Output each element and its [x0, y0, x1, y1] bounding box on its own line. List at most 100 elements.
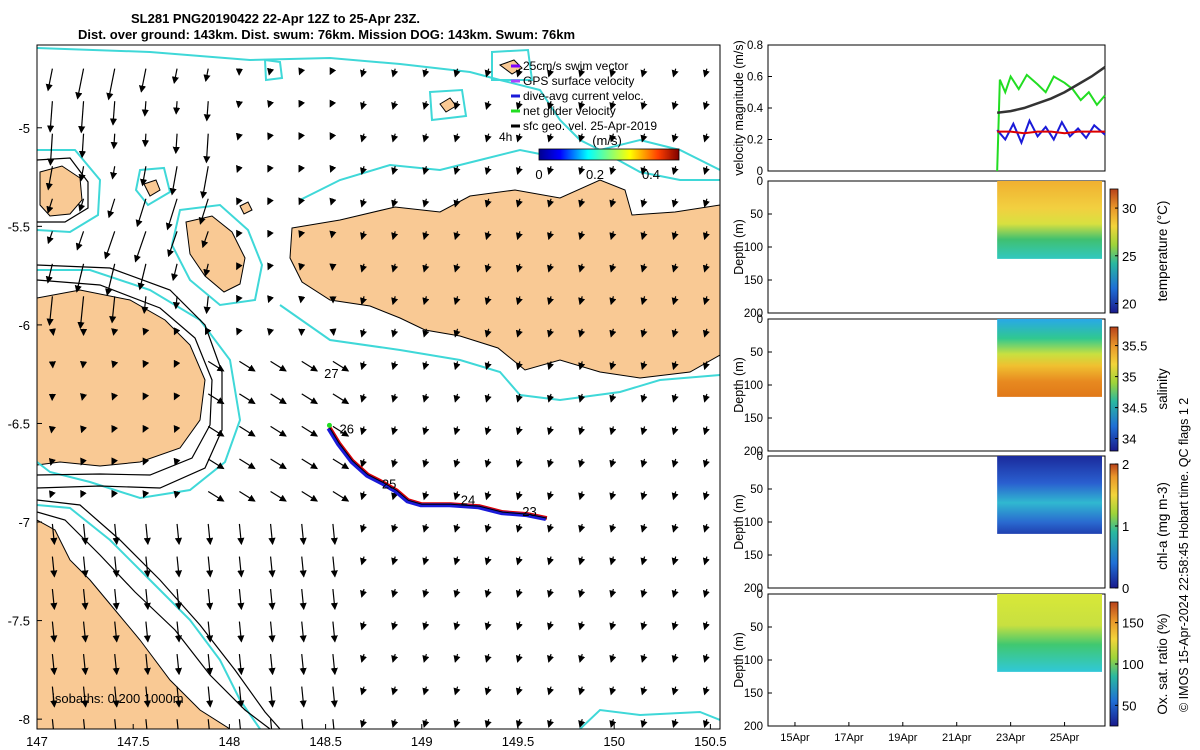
depth-tick-label: 0 [757, 176, 763, 188]
velocity-vector-arrow [142, 490, 150, 499]
velocity-vector-arrow [422, 686, 430, 696]
velocity-vector-arrow [360, 718, 367, 728]
map-xtick-label: 148 [219, 734, 241, 749]
depth-tick-label: 150 [744, 413, 763, 425]
velocity-vector-arrow [143, 556, 151, 578]
velocity-vector-arrow [111, 328, 119, 336]
section-colorbar [1109, 188, 1119, 314]
velocity-vector-arrow [173, 392, 181, 401]
chart-title-line-1: SL281 PNG20190422 22-Apr 12Z to 25-Apr 2… [131, 11, 421, 26]
velocity-vector-arrow [109, 296, 117, 324]
velocity-vector-arrow [171, 68, 179, 84]
velocity-vector-arrow [299, 621, 307, 643]
velocity-vector-arrow [453, 198, 461, 208]
velocity-vector-arrow [609, 68, 617, 78]
velocity-vector-arrow [640, 393, 648, 403]
velocity-vector-arrow [671, 133, 679, 143]
velocity-vector-arrow [81, 621, 89, 643]
velocity-vector-arrow [515, 198, 523, 208]
velocity-vector-arrow [169, 166, 178, 196]
velocity-vector-arrow [75, 68, 85, 100]
velocity-vector-arrow [142, 359, 150, 368]
day-label: 27 [324, 366, 338, 381]
surface-velocity-vectors [45, 67, 710, 729]
legend-label: dive-avg current veloc. [523, 89, 644, 103]
velocity-vector-arrow [203, 263, 211, 277]
velocity-vector-arrow [391, 198, 399, 208]
velocity-vector-arrow [453, 458, 461, 468]
velocity-ytick-label: 0.6 [747, 72, 763, 84]
velocity-vector-arrow [547, 263, 554, 273]
velocity-vector-arrow [207, 360, 225, 372]
velocity-vector-arrow [391, 588, 399, 598]
colorbar-tick-label: 0.4 [642, 167, 660, 182]
velocity-vector-arrow [484, 133, 492, 143]
velocity-vector-arrow [50, 523, 58, 546]
colorbar-tick-label: 35.5 [1122, 339, 1147, 354]
velocity-vector-arrow [111, 489, 118, 498]
velocity-vector-arrow [609, 621, 617, 631]
velocity-ytick-label: 0.2 [747, 135, 763, 147]
velocity-vector-arrow [391, 458, 399, 468]
velocity-vector-arrow [702, 68, 710, 78]
colorbar-tick-label: 0 [535, 167, 542, 182]
depth-panel-chl-a: Depth (m) 0 50 100 150 200 0 1 2 chl-a (mg m-3) [732, 451, 1170, 596]
velocity-vector-arrow [142, 327, 150, 336]
velocity-vector-arrow [422, 393, 430, 403]
velocity-vector-arrow [422, 556, 430, 566]
velocity-vector-arrow [422, 101, 430, 110]
velocity-vector-arrow [391, 523, 399, 533]
velocity-ytick-label: 0.8 [747, 40, 763, 52]
velocity-vector-arrow [484, 296, 492, 306]
velocity-vector-arrow [112, 523, 120, 546]
velocity-vector-arrow [207, 393, 225, 405]
velocity-vector-arrow [81, 523, 89, 546]
velocity-vector-arrow [330, 523, 338, 546]
velocity-vector-arrow [515, 133, 523, 143]
velocity-vector-arrow [237, 588, 245, 611]
velocity-vector-arrow [270, 425, 287, 437]
velocity-vector-arrow [112, 654, 120, 676]
velocity-vector-arrow [515, 166, 523, 176]
velocity-vector-arrow [578, 556, 586, 566]
velocity-vector-arrow [547, 718, 554, 728]
velocity-vector-arrow [298, 295, 306, 304]
velocity-vector-arrow [422, 296, 430, 306]
map-xtick-label: 147 [26, 734, 48, 749]
legend-label: GPS surface velocity [523, 74, 634, 88]
velocity-vector-arrow [578, 231, 586, 241]
velocity-vector-arrow [391, 653, 399, 663]
velocity-vector-arrow [391, 361, 399, 371]
velocity-vector-arrow [360, 231, 367, 241]
velocity-ytick-label: 0.4 [747, 103, 764, 115]
velocity-vector-arrow [453, 686, 461, 696]
velocity-vector-arrow [391, 296, 399, 306]
velocity-colorbar: (m/s) 0 0.2 0.4 [535, 133, 680, 182]
velocity-vector-arrow [391, 686, 399, 696]
velocity-vector-arrow [484, 588, 492, 598]
velocity-vector-arrow [174, 556, 183, 578]
depth-tick-label: 200 [744, 721, 763, 733]
velocity-vector-arrow [268, 588, 276, 611]
velocity-vector-arrow [329, 164, 337, 173]
velocity-vector-arrow [267, 295, 274, 304]
velocity-vector-arrow [298, 132, 305, 141]
velocity-vector-arrow [609, 198, 617, 208]
velocity-vector-arrow [174, 588, 183, 611]
velocity-colorbar-label: (m/s) [592, 133, 622, 148]
velocity-vector-arrow [391, 263, 399, 273]
velocity-vector-arrow [391, 393, 399, 403]
velocity-vector-arrow [671, 588, 679, 598]
velocity-vector-arrow [239, 490, 256, 502]
velocity-vector-arrow [142, 424, 150, 433]
velocity-vector-arrow [391, 166, 399, 176]
velocity-vector-arrow [422, 166, 430, 176]
velocity-vector-arrow [453, 491, 461, 501]
velocity-vector-arrow [391, 426, 399, 436]
colorbar-tick-label: 34.5 [1122, 401, 1147, 416]
velocity-vector-arrow [422, 133, 430, 143]
velocity-vector-arrow [145, 719, 148, 729]
velocity-vector-arrow [422, 68, 430, 78]
velocity-vector-arrow [547, 686, 554, 696]
velocity-vector-arrow [50, 686, 58, 708]
